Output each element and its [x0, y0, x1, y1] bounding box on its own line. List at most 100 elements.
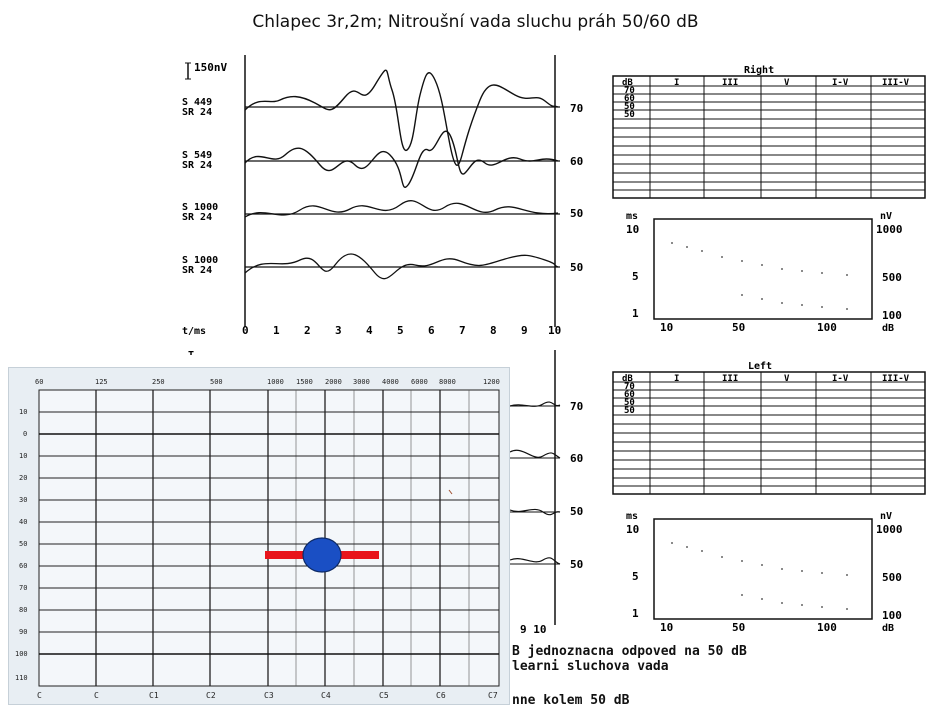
ms-tick: 1	[632, 307, 639, 320]
time-axis-label: t/ms	[182, 326, 206, 337]
trace-3: S 1000 SR 24 50	[182, 200, 583, 223]
table-header: III-V	[882, 374, 910, 384]
table-header: I	[674, 78, 679, 88]
note-label: C2	[206, 691, 216, 700]
freq-label: 125	[95, 378, 108, 386]
lower-level: 60	[570, 452, 583, 465]
table-header: I-V	[832, 78, 849, 88]
left-latency-graph: ms 10 5 1 nV 1000 500 100 10 50 100 dB	[626, 511, 903, 634]
trace-2-sr: SR 24	[182, 160, 212, 171]
db-label: 0	[23, 430, 27, 438]
table-header: V	[784, 78, 790, 88]
db-tick: 10	[660, 621, 673, 634]
note-line-3: nne kolem 50 dB	[512, 693, 630, 708]
trace-4: S 1000 SR 24 50	[182, 253, 583, 280]
freq-label: 6000	[411, 378, 428, 386]
table-header: III-V	[882, 78, 910, 88]
note-label: C	[37, 691, 42, 700]
lower-panel-marker: T	[188, 350, 194, 355]
lower-level: 70	[570, 400, 583, 413]
db-tick: 100	[817, 321, 837, 334]
table-header: V	[784, 374, 790, 384]
time-tick: 5	[397, 324, 404, 337]
table-header: dB	[622, 78, 633, 88]
right-table-title: Right	[744, 64, 774, 76]
db-tick: 50	[732, 621, 745, 634]
time-tick: 2	[304, 324, 311, 337]
audiogram: 60 125 250 500 1000 1500 2000 3000 4000 …	[15, 378, 500, 700]
time-tick: 0	[242, 324, 249, 337]
freq-label: 1500	[296, 378, 313, 386]
note-label: C4	[321, 691, 331, 700]
db-label: 90	[19, 628, 27, 636]
time-tick: 7	[459, 324, 466, 337]
table-row-label: 60	[624, 94, 635, 104]
table-row-label: 70	[624, 382, 635, 392]
nv-tick: 100	[882, 309, 902, 322]
trace-2-s: S 549	[182, 150, 212, 161]
freq-label: 2000	[325, 378, 342, 386]
freq-label: 8000	[439, 378, 456, 386]
db-label: 30	[19, 496, 27, 504]
note-line-1: B jednoznacna odpoved na 50 dB	[512, 644, 747, 659]
time-tick: 4	[366, 324, 373, 337]
freq-label: 1000	[267, 378, 284, 386]
db-label: 80	[19, 606, 27, 614]
trace-1-sr: SR 24	[182, 107, 212, 118]
db-unit: dB	[882, 623, 894, 634]
db-label: 50	[19, 540, 27, 548]
freq-label: 4000	[382, 378, 399, 386]
time-tick: 1	[273, 324, 280, 337]
ms-tick: 5	[632, 570, 639, 583]
table-row-label: 50	[624, 110, 635, 120]
db-label: 70	[19, 584, 27, 592]
trace-1: S 449 SR 24 70	[182, 69, 583, 166]
freq-label: 3000	[353, 378, 370, 386]
freq-label: 1200	[483, 378, 500, 386]
scale-label: 150nV	[194, 61, 227, 74]
lower-level: 50	[570, 558, 583, 571]
left-ear-table: Left dB I III V I-V III-V 70 60 50 50	[612, 361, 926, 495]
ms-tick: 5	[632, 270, 639, 283]
nv-tick: 100	[882, 609, 902, 622]
note-label: C7	[488, 691, 498, 700]
freq-label: 250	[152, 378, 165, 386]
trace-4-sr: SR 24	[182, 265, 212, 276]
freq-label: 60	[35, 378, 43, 386]
page-title: Chlapec 3r,2m; Nitroušní vada sluchu prá…	[252, 12, 699, 32]
db-label: 100	[15, 650, 28, 658]
right-latency-graph: ms 10 5 1 nV 1000 500 100 10 50 100 dB	[626, 211, 903, 334]
trace-3-level: 50	[570, 207, 583, 220]
note-line-2: learni sluchova vada	[512, 659, 669, 674]
trace-1-level: 70	[570, 102, 583, 115]
trace-4-level: 50	[570, 261, 583, 274]
ms-tick: 10	[626, 523, 639, 536]
time-tick: 10	[548, 324, 561, 337]
db-label: 20	[19, 474, 27, 482]
db-label: 110	[15, 674, 28, 682]
note-label: C1	[149, 691, 159, 700]
lower-time-ticks: 9 10	[520, 623, 547, 636]
nv-tick: 500	[882, 271, 902, 284]
trace-3-sr: SR 24	[182, 212, 212, 223]
table-header: I-V	[832, 374, 849, 384]
threshold-marker	[302, 537, 342, 573]
table-row-label: 60	[624, 390, 635, 400]
table-header: I	[674, 374, 679, 384]
nv-label: nV	[880, 511, 892, 522]
nv-tick: 1000	[876, 523, 903, 536]
table-row-label: 50	[624, 102, 635, 112]
time-tick: 3	[335, 324, 342, 337]
freq-label: 500	[210, 378, 223, 386]
time-tick: 8	[490, 324, 497, 337]
trace-4-s: S 1000	[182, 255, 218, 266]
table-header: III	[722, 374, 738, 384]
table-row-label: 50	[624, 406, 635, 416]
audiogram-card: 60 125 250 500 1000 1500 2000 3000 4000 …	[8, 367, 510, 705]
db-label: 40	[19, 518, 27, 526]
trace-2-level: 60	[570, 155, 583, 168]
trace-1-s: S 449	[182, 97, 212, 108]
table-header: dB	[622, 374, 633, 384]
db-tick: 10	[660, 321, 673, 334]
nv-tick: 500	[882, 571, 902, 584]
